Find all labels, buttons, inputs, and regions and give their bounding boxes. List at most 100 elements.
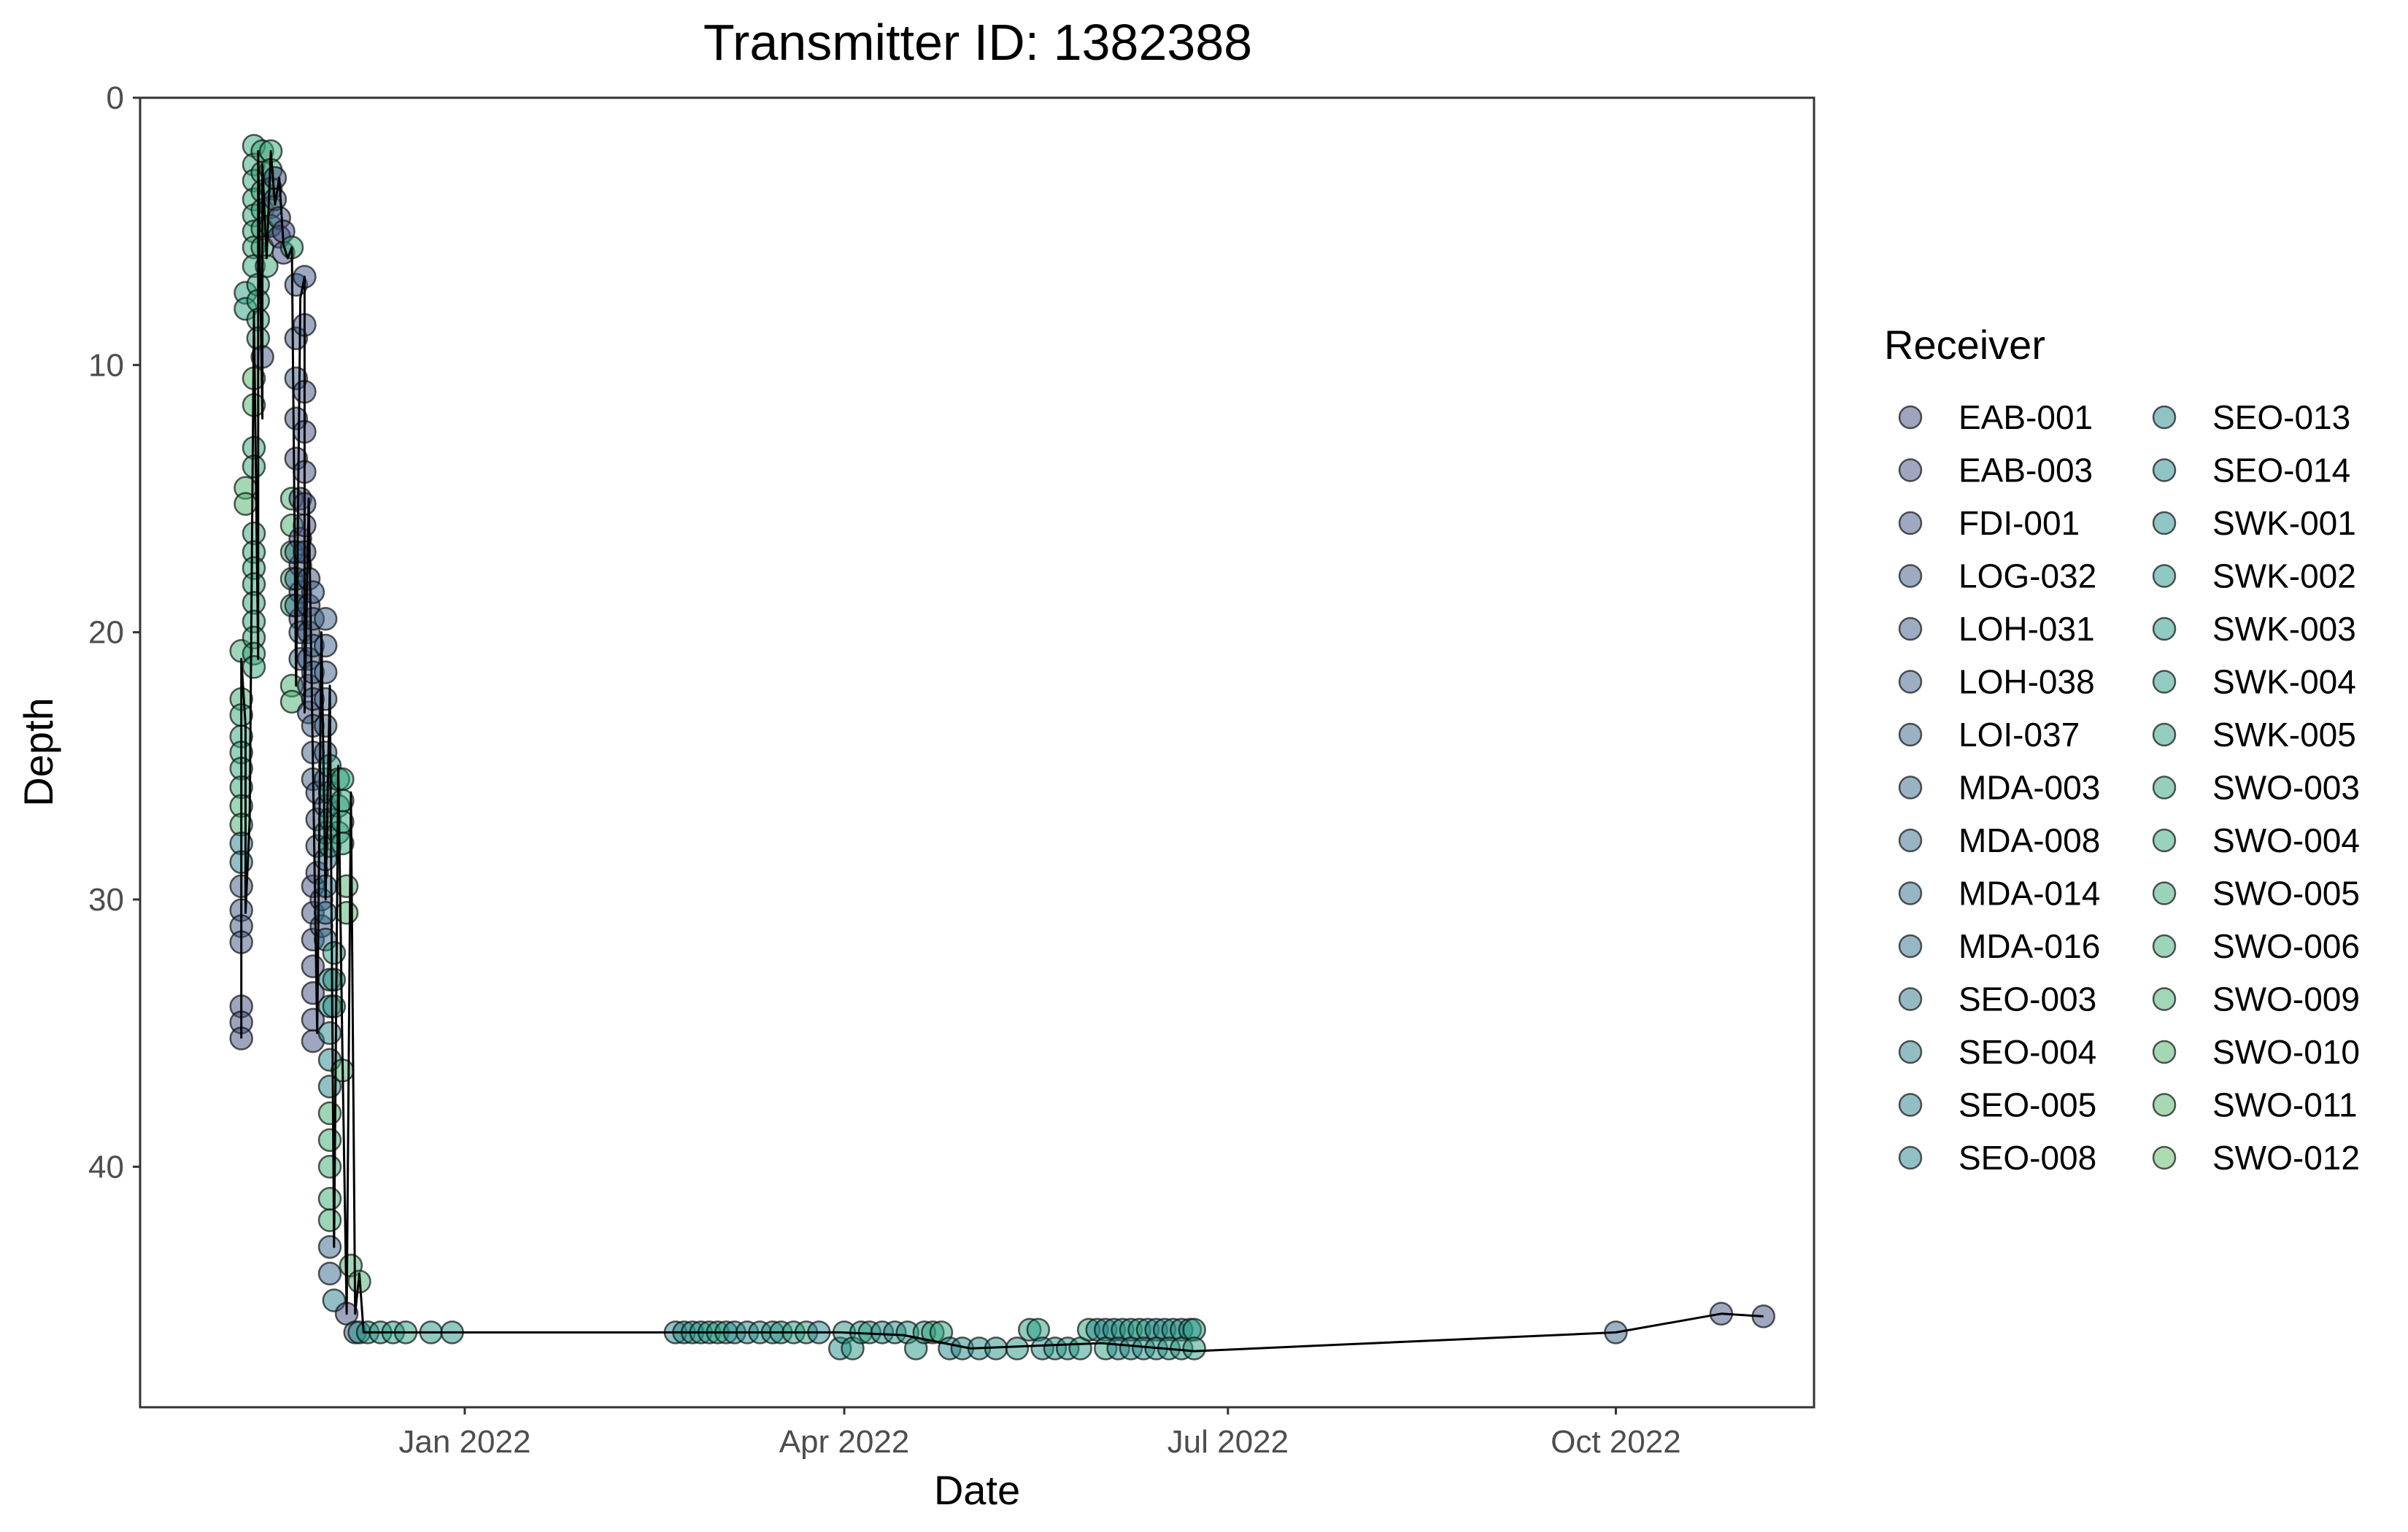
legend-label: SEO-004 <box>1959 1033 2096 1071</box>
legend-label: EAB-003 <box>1959 452 2093 490</box>
legend-key <box>2152 828 2177 853</box>
legend-label: LOH-038 <box>1959 663 2095 701</box>
legend-key <box>1898 511 1923 535</box>
legend-key <box>1898 1093 1923 1117</box>
legend-label: SEO-005 <box>1959 1086 2096 1124</box>
y-tick-label: 40 <box>88 1149 124 1185</box>
legend-label: SWK-004 <box>2212 663 2356 701</box>
legend-label: SWO-011 <box>2212 1086 2358 1124</box>
data-point <box>263 166 288 190</box>
legend-title: Receiver <box>1884 322 2045 368</box>
legend-label: SWK-001 <box>2212 504 2356 542</box>
data-point <box>313 713 338 738</box>
axes: 0 10 20 30 40 Jan 2022 Apr 2022 Jul 2022 Oct 202… <box>88 80 1681 1460</box>
data-point <box>317 1128 342 1152</box>
legend-key <box>1898 987 1923 1011</box>
legend-key <box>2152 1093 2177 1117</box>
legend-label: SWO-006 <box>2212 927 2360 965</box>
legend-key <box>2152 722 2177 747</box>
data-point <box>242 655 266 679</box>
legend-key <box>2152 511 2177 535</box>
x-tick-label: Jan 2022 <box>398 1424 530 1460</box>
data-point <box>313 633 338 658</box>
legend-label: EAB-001 <box>1959 398 2093 436</box>
data-point <box>317 1101 342 1126</box>
legend-label: FDI-001 <box>1959 504 2080 542</box>
y-tick-label: 20 <box>88 615 124 651</box>
data-point <box>317 1021 342 1045</box>
data-point <box>317 1155 342 1179</box>
depth-track-line <box>240 150 1764 1353</box>
legend-key <box>2152 934 2177 959</box>
legend-key <box>1898 934 1923 959</box>
legend-label: SWO-005 <box>2212 875 2360 913</box>
legend-label: SWO-009 <box>2212 980 2360 1018</box>
legend-key <box>1898 405 1923 430</box>
legend-key <box>1898 881 1923 905</box>
legend-key <box>2152 1040 2177 1064</box>
data-point <box>331 767 355 792</box>
legend-key <box>1898 828 1923 853</box>
plot-area <box>229 134 1775 1361</box>
data-point <box>322 994 347 1018</box>
data-point <box>317 1208 342 1232</box>
x-axis-title: Date <box>934 1467 1020 1513</box>
legend-label: MDA-016 <box>1959 927 2100 965</box>
legend-key <box>2152 458 2177 482</box>
legend-key <box>1898 722 1923 747</box>
data-point <box>317 1187 342 1211</box>
legend-label: SWO-012 <box>2212 1139 2360 1177</box>
data-point <box>322 967 347 992</box>
legend-label: SEO-014 <box>2212 452 2350 490</box>
data-point <box>322 940 347 965</box>
legend-key <box>2152 987 2177 1011</box>
x-tick-label: Jul 2022 <box>1168 1424 1289 1460</box>
data-point <box>317 1234 342 1259</box>
data-point <box>1005 1336 1030 1361</box>
legend-key <box>2152 1145 2177 1170</box>
legend-label: LOI-037 <box>1959 716 2080 754</box>
legend-key <box>2152 564 2177 588</box>
legend-label: MDA-003 <box>1959 769 2100 807</box>
data-point <box>242 454 266 479</box>
legend-key <box>1898 564 1923 588</box>
data-point <box>313 607 338 631</box>
data-point <box>334 901 359 925</box>
legend-label: SEO-013 <box>2212 398 2350 436</box>
legend-key <box>1898 670 1923 694</box>
legend-label: SWK-002 <box>2212 557 2356 595</box>
legend-key <box>1898 616 1923 641</box>
legend: Receiver EAB-001 EAB-003 FDI-001 LOG-032 LOH… <box>1884 322 2360 1177</box>
data-point <box>313 660 338 684</box>
x-tick-label: Oct 2022 <box>1551 1424 1681 1460</box>
legend-label: SWO-004 <box>2212 821 2360 859</box>
data-point <box>1182 1336 1206 1361</box>
plot-panel <box>139 96 1815 1409</box>
legend-label: MDA-008 <box>1959 821 2100 859</box>
legend-label: SWO-010 <box>2212 1033 2360 1071</box>
y-axis-title: Depth <box>15 697 61 806</box>
x-tick-label: Apr 2022 <box>779 1424 910 1460</box>
legend-label: LOG-032 <box>1959 557 2096 595</box>
legend-label: SWK-003 <box>2212 610 2356 648</box>
legend-key <box>2152 881 2177 905</box>
legend-key <box>2152 775 2177 800</box>
y-tick-label: 0 <box>107 80 124 116</box>
legend-key <box>1898 1145 1923 1170</box>
legend-label: SWK-005 <box>2212 716 2356 754</box>
y-tick-label: 30 <box>88 882 124 918</box>
data-point <box>317 1261 342 1286</box>
legend-label: SWO-003 <box>2212 769 2360 807</box>
data-point <box>313 686 338 711</box>
legend-key <box>2152 670 2177 694</box>
legend-key <box>1898 1040 1923 1064</box>
legend-label: SEO-003 <box>1959 980 2096 1018</box>
legend-key <box>2152 616 2177 641</box>
legend-label: LOH-031 <box>1959 610 2095 648</box>
legend-label: SEO-008 <box>1959 1139 2096 1177</box>
legend-key <box>1898 775 1923 800</box>
chart-title: Transmitter ID: 1382388 <box>703 14 1252 71</box>
y-tick-label: 10 <box>88 347 124 383</box>
legend-label: MDA-014 <box>1959 875 2100 913</box>
